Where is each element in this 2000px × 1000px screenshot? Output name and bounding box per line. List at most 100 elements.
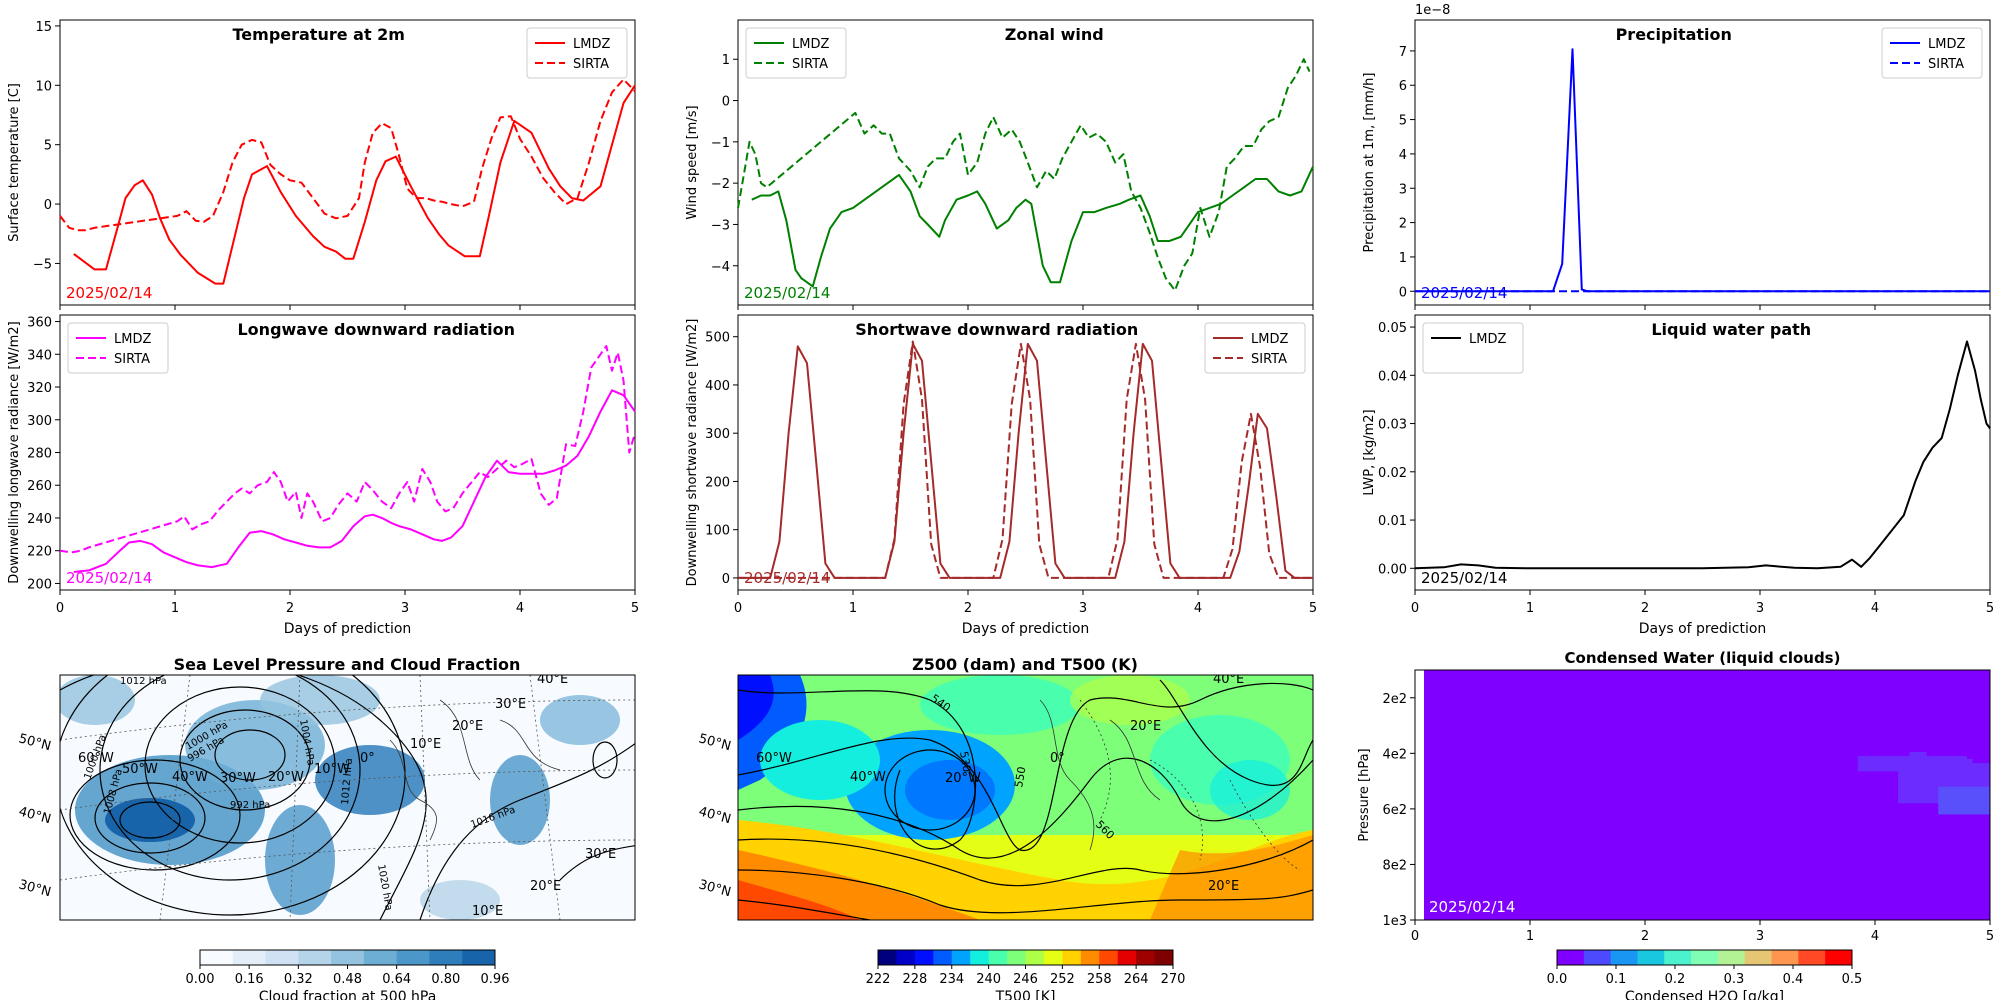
legend-label: LMDZ	[114, 332, 151, 347]
heatmap-cell	[1857, 756, 1962, 772]
legend-box	[526, 27, 628, 79]
slp-lon-label: 10°E	[472, 904, 503, 919]
condensed-colorbar-cell	[1717, 950, 1746, 965]
cloud-colorbar-tick-label: 0.80	[431, 972, 460, 987]
y-tick-label: 500	[705, 331, 730, 346]
series-line-lmdz	[73, 84, 636, 285]
y-tick-label: 360	[27, 316, 52, 331]
legend-label: SIRTA	[573, 57, 609, 72]
legend-label: SIRTA	[1251, 352, 1287, 367]
slp-contour-label: 992 hPa	[230, 800, 270, 811]
longwave-panel: 200 220 240 260 280 300 320 340 360 0 1 2 3 4 5 Days of…	[7, 314, 639, 637]
t500-colorbar-cell	[988, 950, 1008, 965]
series-line-lmdz	[738, 342, 1313, 579]
y-tick-label: −1	[711, 136, 730, 151]
t500-colorbar-tick-label: 246	[1013, 972, 1038, 987]
condensed-colorbar-tick-label: 0.0	[1547, 972, 1568, 987]
z500-lat-label: 40°N	[697, 804, 733, 827]
condensed-colorbar-cell	[1825, 950, 1853, 965]
cloud-colorbar-tick-label: 0.00	[186, 972, 215, 987]
t500-colorbar-cell	[933, 950, 953, 965]
t500-colorbar-cell	[1080, 950, 1100, 965]
condensed-colorbar-cell	[1798, 950, 1826, 965]
y-tick-label: 0.04	[1378, 369, 1407, 384]
z500-lon-label: 60°W	[756, 751, 792, 766]
t500-colorbar-label: T500 [K]	[995, 989, 1056, 1000]
x-tick-label: 3	[1756, 601, 1764, 616]
y-axis-label: Wind speed [m/s]	[685, 105, 700, 219]
x-tick-label: 0	[56, 601, 64, 616]
slp-lon-label: 20°W	[268, 770, 304, 785]
series-line-sirta	[59, 345, 636, 554]
t500-colorbar-cell	[970, 950, 990, 965]
slp-lon-label: 30°E	[495, 697, 526, 712]
condensed-colorbar-cell	[1637, 950, 1665, 965]
slp-lat-label: 30°N	[17, 877, 53, 900]
x-axis-label: Days of prediction	[962, 621, 1090, 637]
cloud-colorbar-tick-label: 0.96	[481, 972, 510, 987]
slp-map-area: 60°W 50°W 40°W 30°W 20°W 10°W 0° 10°E 20…	[60, 672, 635, 920]
cloud-colorbar-cell	[331, 950, 365, 965]
z500-t500-map: Z500 (dam) and T500 (K)	[697, 655, 1314, 1000]
t500-colorbar-cell	[1043, 950, 1063, 965]
y-tick-label: 0.02	[1378, 466, 1407, 481]
cloud-colorbar-cell	[265, 950, 299, 965]
slp-lon-label: 60°W	[78, 751, 114, 766]
condensed-colorbar-cell	[1610, 950, 1638, 965]
z500-map-title: Z500 (dam) and T500 (K)	[912, 655, 1138, 674]
t500-colorbar-tick-label: 240	[976, 972, 1001, 987]
slp-lon-label: 30°W	[220, 771, 256, 786]
heatmap-date-label: 2025/02/14	[1429, 898, 1515, 916]
heatmap-x-tick-label: 0	[1411, 929, 1419, 944]
condensed-colorbar-label: Condensed H2O [g/kg]	[1625, 989, 1784, 1000]
liquid-water-path-panel: 0.00 0.01 0.02 0.03 0.04 0.05 0 1 2 3 4 5 Days of pr…	[1362, 314, 1994, 637]
cloud-colorbar-cell	[363, 950, 398, 965]
heatmap-x-tick-label: 2	[1641, 929, 1649, 944]
slp-lon-label: 10°E	[410, 737, 441, 752]
cloud-colorbar-cell	[200, 950, 234, 965]
x-tick-label: 1	[171, 601, 179, 616]
x-tick-label: 2	[964, 601, 972, 616]
legend-label: SIRTA	[1928, 57, 1964, 72]
t500-colorbar-tick-label: 264	[1124, 972, 1149, 987]
y-tick-label: 0.05	[1378, 321, 1407, 336]
condensed-colorbar-cell	[1691, 950, 1719, 965]
cloud-colorbar-cell	[462, 950, 496, 965]
y-axis-label: Precipitation at 1m, [mm/h]	[1362, 73, 1377, 253]
y-tick-label: 100	[705, 524, 730, 539]
legend-label: LMDZ	[1928, 37, 1965, 52]
condensed-colorbar-cell	[1557, 950, 1585, 965]
y-tick-label: 300	[27, 414, 52, 429]
legend-box	[1881, 27, 1983, 79]
legend-box	[745, 27, 847, 79]
y-offset-label: 1e−8	[1415, 3, 1450, 18]
t500-colorbar-cell	[1007, 950, 1026, 965]
cloud-colorbar-cell	[232, 950, 267, 965]
slp-lon-label: 20°E	[530, 879, 561, 894]
legend-label: LMDZ	[1469, 332, 1506, 347]
precipitation-panel: 0 1 2 3 4 5 6 7 Precipitation at 1m, [mm/h] 1e−8 P…	[1362, 3, 1991, 310]
slp-lon-label: 40°E	[537, 672, 568, 687]
x-tick-label: 0	[734, 601, 742, 616]
y-tick-label: 340	[27, 348, 52, 363]
y-tick-label: 200	[705, 475, 730, 490]
heatmap-x-tick-label: 3	[1756, 929, 1764, 944]
y-tick-label: 5	[44, 139, 52, 154]
cloud-colorbar-cell	[429, 950, 463, 965]
y-tick-label: 0.00	[1378, 562, 1407, 577]
heatmap-cell	[1938, 786, 1990, 815]
y-tick-label: 7	[1399, 45, 1407, 60]
heatmap-y-tick-label: 8e2	[1382, 858, 1407, 873]
date-label: 2025/02/14	[66, 569, 152, 587]
condensed-water-heatmap: Condensed Water (liquid clouds) 0 1 2 3 4 5 2e2…	[1357, 649, 1994, 1000]
chart-title: Longwave downward radiation	[237, 320, 515, 339]
t500-colorbar-tick-label: 252	[1050, 972, 1075, 987]
x-tick-label: 3	[1079, 601, 1087, 616]
t500-colorbar-cell	[878, 950, 897, 965]
y-axis-label: Downwelling longwave radiance [W/m2]	[7, 321, 22, 583]
x-tick-label: 5	[631, 601, 639, 616]
legend-label: LMDZ	[1251, 332, 1288, 347]
slp-cloud-map: Sea Level Pressure and Cloud Fraction	[17, 655, 636, 1000]
slp-lon-label: 50°W	[122, 762, 158, 777]
